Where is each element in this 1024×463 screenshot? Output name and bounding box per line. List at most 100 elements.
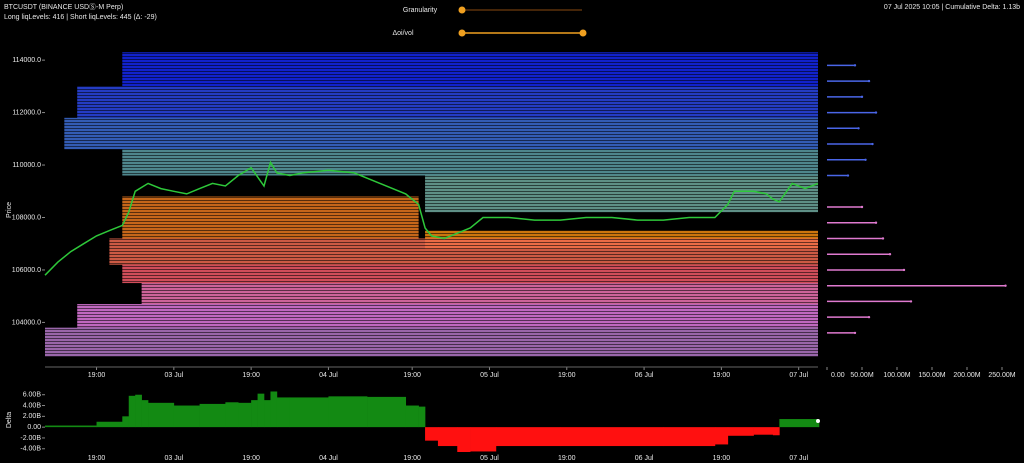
delta-bar xyxy=(141,400,149,428)
volume-dot xyxy=(867,79,871,83)
y-tick-label: 0.00 xyxy=(27,424,41,431)
delta-bar xyxy=(96,421,123,428)
y-axis-label: Delta xyxy=(6,412,13,428)
delta-bar xyxy=(779,419,819,428)
separator xyxy=(818,47,827,367)
delta-bar xyxy=(772,427,780,436)
x-tick-label: 200.00M xyxy=(953,372,980,379)
slider-handle[interactable] xyxy=(458,6,466,14)
y-tick-label: -4.00B xyxy=(20,446,41,453)
x-tick-label: 19:00 xyxy=(403,455,421,462)
x-tick-label: 50.00M xyxy=(850,372,874,379)
x-tick-label: 04 Jul xyxy=(319,455,338,462)
x-tick-label: 19:00 xyxy=(713,455,731,462)
delta-bar xyxy=(257,393,265,428)
delta-bar xyxy=(122,416,130,428)
y-tick-label: 112000.0 xyxy=(12,109,41,116)
liq-levels: Long liqLevels: 416 | Short liqLevels: 4… xyxy=(4,14,157,21)
y-axis-label: Price xyxy=(6,202,13,218)
x-tick-label: 06 Jul xyxy=(635,455,654,462)
volume-dot xyxy=(860,95,864,99)
y-tick-label: -2.00B xyxy=(20,435,41,442)
delta-bar xyxy=(495,427,561,447)
x-tick-label: 19:00 xyxy=(88,455,106,462)
delta-bar xyxy=(173,405,200,428)
delta-bar xyxy=(457,427,471,452)
slider-handle[interactable] xyxy=(579,29,587,37)
volume-dot xyxy=(874,111,878,114)
x-tick-label: 150.00M xyxy=(918,372,945,379)
x-tick-label: 19:00 xyxy=(558,455,576,462)
volume-dot xyxy=(864,158,867,161)
delta-bar xyxy=(199,403,226,428)
x-tick-label: 19:00 xyxy=(242,372,260,379)
x-tick-label: 05 Jul xyxy=(480,372,499,379)
slider-label: Δoi/vol xyxy=(392,30,413,37)
delta-bar xyxy=(714,427,729,445)
x-tick-label: 06 Jul xyxy=(635,372,654,379)
delta-bar xyxy=(328,396,368,428)
delta-bar xyxy=(818,421,820,428)
y-tick-label: 104000.0 xyxy=(12,319,41,326)
volume-dot xyxy=(853,64,857,67)
band-texture xyxy=(45,47,818,367)
delta-bar xyxy=(264,400,271,428)
volume-dot xyxy=(874,221,878,224)
delta-bar xyxy=(405,405,419,428)
slider-handle[interactable] xyxy=(458,29,466,37)
x-tick-label: 19:00 xyxy=(713,372,731,379)
x-tick-label: 05 Jul xyxy=(480,455,499,462)
y-tick-label: 4.00B xyxy=(23,402,42,409)
x-tick-label: 07 Jul xyxy=(789,455,808,462)
volume-dot xyxy=(846,174,850,177)
delta-bar xyxy=(276,397,291,428)
y-tick-label: 114000.0 xyxy=(12,57,41,64)
delta-bar xyxy=(663,427,716,447)
volume-dot xyxy=(888,253,892,256)
x-tick-label: 19:00 xyxy=(242,455,260,462)
volume-dot xyxy=(867,315,871,319)
volume-dot xyxy=(1004,284,1007,287)
delta-marker xyxy=(816,419,820,424)
delta-bar xyxy=(270,391,278,428)
volume-dot xyxy=(902,268,906,272)
x-tick-label: 03 Jul xyxy=(164,372,183,379)
slider-label: Granularity xyxy=(403,7,438,14)
x-tick-label: 19:00 xyxy=(88,372,106,379)
y-tick-label: 110000.0 xyxy=(12,162,41,169)
x-tick-label: 07 Jul xyxy=(789,372,808,379)
x-tick-label: 250.00M xyxy=(988,372,1015,379)
delta-bar xyxy=(753,427,774,435)
volume-dot xyxy=(857,127,860,130)
delta-bar xyxy=(135,394,142,428)
volume-dot xyxy=(881,237,885,240)
x-tick-label: 19:00 xyxy=(403,372,421,379)
delta-bar xyxy=(251,400,258,428)
price-line xyxy=(44,160,819,276)
x-tick-label: 0.00 xyxy=(831,372,845,379)
volume-dot xyxy=(871,142,874,146)
delta-bar xyxy=(727,427,754,436)
delta-bar xyxy=(45,425,97,428)
x-tick-label: 04 Jul xyxy=(319,372,338,379)
volume-dot xyxy=(853,331,857,335)
y-tick-label: 6.00B xyxy=(23,392,42,399)
delta-bar xyxy=(425,427,439,441)
y-tick-label: 106000.0 xyxy=(12,267,41,274)
symbol: BTCUSDT (BINANCE USDⓈ-M Perp) xyxy=(4,3,123,11)
x-tick-label: 19:00 xyxy=(558,372,576,379)
delta-bar xyxy=(560,427,664,447)
y-tick-label: 2.00B xyxy=(23,413,42,420)
x-tick-label: 03 Jul xyxy=(164,455,183,462)
delta-bar xyxy=(470,427,497,452)
delta-bar xyxy=(289,397,329,428)
y-tick-label: 108000.0 xyxy=(12,214,41,221)
status: 07 Jul 2025 10:05 | Cumulative Delta: 1.… xyxy=(884,4,1020,11)
volume-dot xyxy=(860,205,864,209)
delta-bar xyxy=(367,396,407,428)
volume-dot xyxy=(909,300,913,303)
delta-bar xyxy=(148,402,175,428)
delta-bar xyxy=(128,395,136,428)
delta-bar xyxy=(418,406,426,428)
